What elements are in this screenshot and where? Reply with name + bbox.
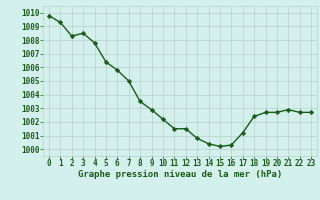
X-axis label: Graphe pression niveau de la mer (hPa): Graphe pression niveau de la mer (hPa) <box>78 170 282 179</box>
